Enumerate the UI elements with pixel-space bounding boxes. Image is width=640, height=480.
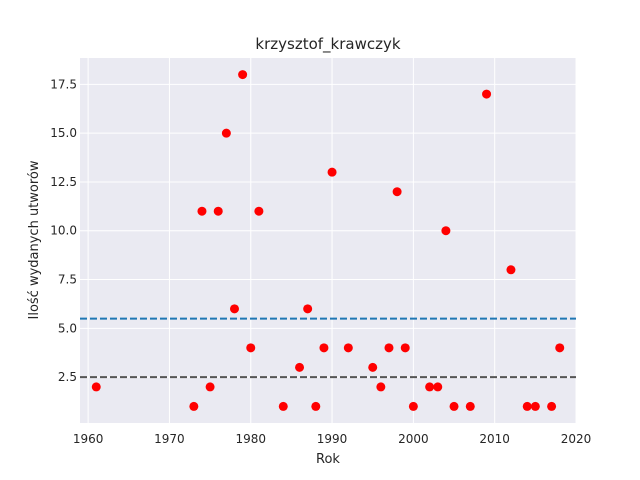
data-point (221, 128, 231, 138)
data-point (197, 206, 207, 216)
data-point (303, 304, 313, 314)
data-point (506, 265, 516, 275)
data-point (327, 167, 337, 177)
y-tick-label: 12.5 (50, 175, 77, 189)
data-point (246, 343, 256, 353)
data-point (91, 382, 101, 392)
x-axis-label: Rok (316, 452, 340, 467)
plot-background (80, 58, 576, 423)
grid (80, 58, 577, 423)
data-point (343, 343, 353, 353)
y-tick-label: 7.5 (58, 273, 77, 287)
chart-title: krzysztof_krawczyk (255, 35, 400, 54)
data-point (392, 187, 402, 197)
y-tick-labels: 2.5 5.0 7.5 10.0 12.5 15.0 17.5 (50, 77, 77, 384)
y-tick-label: 5.0 (58, 321, 77, 335)
y-tick-label: 10.0 (50, 224, 77, 238)
data-point (295, 362, 305, 372)
x-tick-labels: 1960 1970 1980 1990 2000 2010 2020 (73, 432, 591, 446)
data-point (213, 206, 223, 216)
data-points (91, 70, 565, 411)
data-point (400, 343, 410, 353)
data-point (530, 401, 540, 411)
reference-lines (80, 317, 576, 379)
x-tick-label: 1990 (317, 432, 348, 446)
data-point (229, 304, 239, 314)
data-point (278, 401, 288, 411)
data-point (238, 70, 248, 80)
data-point (449, 401, 459, 411)
y-tick-label: 15.0 (50, 126, 77, 140)
data-point (319, 343, 329, 353)
x-tick-label: 2020 (561, 432, 592, 446)
data-point (384, 343, 394, 353)
x-tick-label: 2010 (479, 432, 510, 446)
data-point (433, 382, 443, 392)
y-axis-label: Ilość wydanych utworów (27, 160, 42, 319)
data-point (441, 226, 451, 236)
data-point (482, 89, 492, 99)
data-point (408, 401, 418, 411)
data-point (189, 401, 199, 411)
y-tick-label: 17.5 (50, 77, 77, 91)
data-point (465, 401, 475, 411)
data-point (555, 343, 565, 353)
y-tick-label: 2.5 (58, 370, 77, 384)
data-point (425, 382, 435, 392)
data-point (205, 382, 215, 392)
data-point (547, 401, 557, 411)
x-tick-label: 1970 (154, 432, 185, 446)
data-point (254, 206, 264, 216)
data-point (522, 401, 532, 411)
data-point (311, 401, 321, 411)
x-tick-label: 2000 (398, 432, 429, 446)
data-point (368, 362, 378, 372)
x-tick-label: 1980 (235, 432, 266, 446)
data-point (376, 382, 386, 392)
x-tick-label: 1960 (73, 432, 104, 446)
